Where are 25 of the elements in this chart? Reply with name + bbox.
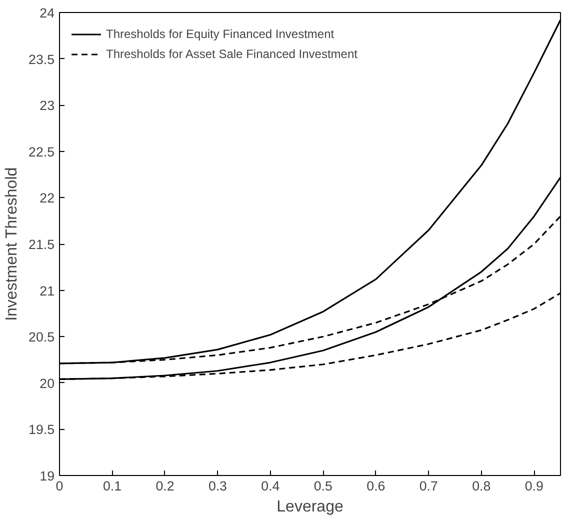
x-tick-label: 0.9 [524, 478, 544, 494]
y-tick-label: 20.5 [28, 330, 55, 345]
x-tick-label: 0.5 [314, 478, 332, 494]
y-tick-label: 23 [40, 98, 55, 114]
x-tick-label: 0.4 [261, 478, 280, 494]
x-tick-label: 0.8 [472, 478, 491, 494]
legend-label: Thresholds for Equity Financed Investment [106, 27, 334, 41]
y-tick-label: 21 [40, 283, 55, 298]
y-tick-label: 23.5 [28, 52, 55, 67]
y-tick-label: 22.5 [28, 144, 55, 160]
y-tick-label: 19.5 [28, 422, 55, 438]
x-tick-label: 0.3 [208, 478, 227, 494]
x-tick-label: 0 [56, 478, 64, 494]
y-tick-label: 21.5 [28, 237, 55, 252]
y-axis-title: Investment Threshold [4, 167, 21, 321]
x-axis-title: Leverage [276, 498, 344, 516]
x-tick-label: 0.2 [156, 478, 174, 494]
x-tick-label: 0.7 [419, 478, 438, 494]
y-tick-label: 24 [40, 6, 56, 20]
x-tick-label: 0.1 [102, 478, 122, 494]
y-tick-label: 22 [40, 190, 55, 206]
y-tick-label: 19 [40, 468, 55, 484]
legend-label: Thresholds for Asset Sale Financed Investment [106, 47, 358, 61]
x-tick-label: 0.6 [366, 478, 386, 494]
y-tick-label: 20 [40, 376, 55, 391]
